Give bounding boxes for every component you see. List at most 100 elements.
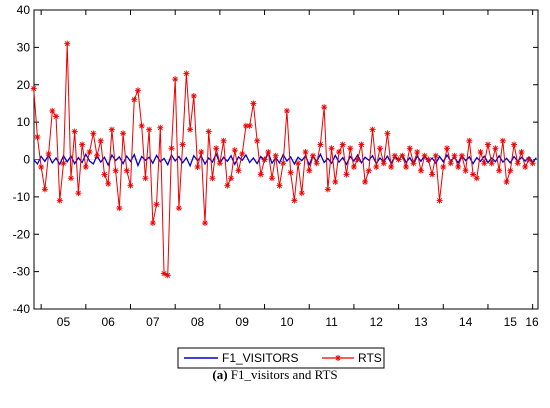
legend: F1_VISITORS RTS <box>177 347 385 369</box>
data-point-rts <box>254 137 261 144</box>
y-tick-label: 0 <box>23 153 30 167</box>
marker-stroke <box>336 149 342 155</box>
data-point-rts <box>388 163 395 170</box>
marker-stroke <box>530 160 536 166</box>
marker-stroke <box>127 183 134 189</box>
data-point-rts <box>30 85 37 92</box>
data-point-rts <box>71 128 78 135</box>
data-point-rts <box>142 175 149 182</box>
data-point-rts <box>507 167 514 174</box>
data-point-rts <box>105 180 112 187</box>
marker-stroke <box>239 151 245 157</box>
data-point-rts <box>384 130 391 137</box>
data-point-rts <box>522 163 529 170</box>
data-point-rts <box>440 163 447 170</box>
data-point-rts <box>146 126 153 133</box>
x-axis: 05 06 07 08 09 10 11 12 13 14 15 16 <box>40 10 539 329</box>
marker-stroke <box>388 164 394 170</box>
x-tick-label: 05 <box>57 315 71 329</box>
marker-stroke <box>165 272 171 278</box>
marker-stroke <box>42 186 48 192</box>
marker-stroke <box>526 156 532 163</box>
data-point-rts <box>235 167 242 174</box>
data-point-rts <box>336 149 343 156</box>
data-point-rts <box>429 171 436 178</box>
marker-stroke <box>429 171 435 177</box>
marker-stroke <box>113 168 119 174</box>
data-point-rts <box>481 160 488 167</box>
marker-stroke <box>444 145 450 151</box>
data-point-rts <box>328 145 335 152</box>
x-tick-label: 06 <box>101 315 115 329</box>
data-point-rts <box>201 220 208 227</box>
marker-stroke <box>243 123 249 129</box>
marker-stroke <box>269 175 275 181</box>
data-point-rts <box>269 175 275 182</box>
marker-stroke <box>87 149 93 155</box>
data-point-rts <box>79 141 86 148</box>
marker-stroke <box>168 145 174 151</box>
marker-stroke <box>280 160 286 166</box>
data-point-rts <box>86 149 93 156</box>
data-point-rts <box>213 145 220 152</box>
data-point-rts <box>362 178 369 185</box>
marker-stroke <box>325 186 331 192</box>
data-point-rts <box>94 152 100 159</box>
data-point-rts <box>283 107 290 114</box>
y-tick-label: 40 <box>17 3 31 17</box>
data-point-rts <box>97 137 104 144</box>
data-point-rts <box>499 137 506 144</box>
marker-stroke <box>437 198 443 204</box>
marker-stroke <box>176 205 182 211</box>
data-point-rts <box>190 92 197 99</box>
x-tick-label: 16 <box>525 315 539 329</box>
marker-stroke <box>180 142 186 148</box>
data-point-rts <box>488 160 495 167</box>
data-point-rts <box>175 205 182 212</box>
data-point-rts <box>391 152 398 159</box>
marker-stroke <box>496 168 502 174</box>
data-point-rts <box>168 145 175 152</box>
data-point-rts <box>425 156 432 163</box>
marker-stroke <box>139 123 145 129</box>
x-tick-label: 08 <box>191 315 205 329</box>
data-point-rts <box>164 272 171 279</box>
caption-label: (a) <box>212 367 228 382</box>
marker-stroke <box>507 168 513 174</box>
data-point-rts <box>525 156 532 163</box>
marker-stroke <box>291 198 297 204</box>
marker-stroke <box>195 164 201 170</box>
marker-stroke <box>448 160 454 166</box>
x-tick-label: 14 <box>459 315 473 329</box>
data-point-rts <box>134 87 141 94</box>
y-tick-label: 20 <box>17 78 31 92</box>
data-point-rts <box>324 186 331 193</box>
marker-stroke <box>79 142 85 148</box>
marker-stroke <box>142 175 148 181</box>
marker-stroke <box>347 145 353 151</box>
data-point-rts <box>239 150 246 157</box>
caption-text: F1_visitors and RTS <box>227 367 338 382</box>
data-point-rts <box>138 122 145 129</box>
marker-stroke <box>370 127 376 133</box>
data-point-rts <box>90 130 97 137</box>
data-point-rts <box>265 149 272 156</box>
legend-box <box>177 347 385 369</box>
data-point-rts <box>444 145 450 152</box>
data-point-rts <box>298 190 305 197</box>
marker-stroke <box>191 93 197 99</box>
data-point-rts <box>295 160 302 167</box>
legend-marker-rts <box>335 355 341 361</box>
x-tick-label: 07 <box>146 315 160 329</box>
data-point-rts <box>347 145 354 152</box>
legend-label-f1-visitors: F1_VISITORS <box>222 351 298 365</box>
data-point-rts <box>436 197 443 204</box>
data-point-rts <box>496 167 503 174</box>
marker-stroke <box>258 171 264 177</box>
marker-stroke <box>262 156 268 163</box>
marker-stroke <box>481 160 487 166</box>
data-point-rts <box>216 160 223 167</box>
marker-stroke <box>124 168 130 174</box>
y-tick-label: 30 <box>17 40 31 54</box>
